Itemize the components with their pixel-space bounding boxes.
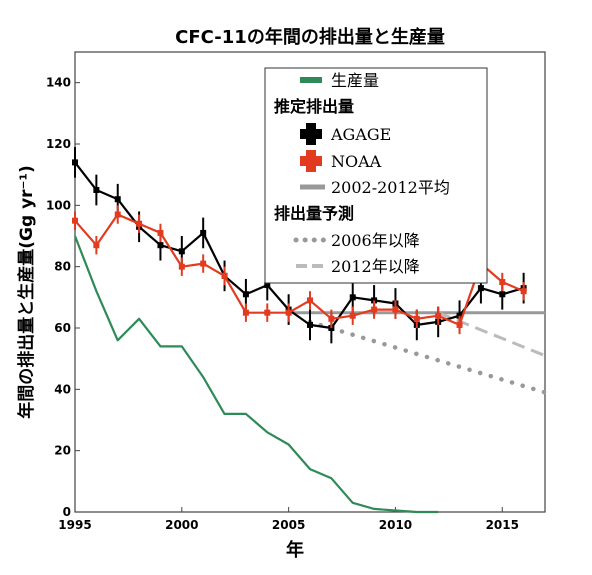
noaa-point [392, 306, 399, 313]
agage-point [307, 321, 313, 328]
x-axis-label: 年 [286, 539, 304, 561]
x-tick-label: 2000 [165, 518, 198, 532]
noaa-point [264, 309, 271, 316]
y-axis: 0 20 40 60 80 100 120 140 [46, 76, 80, 519]
y-axis-label: 年間の排出量と生産量(Gg yr⁻¹) [16, 165, 37, 418]
y-tick-label: 40 [54, 382, 71, 396]
projection-2012-line [437, 311, 546, 357]
y-tick-label: 60 [54, 321, 71, 335]
noaa-point [371, 306, 378, 313]
y-tick-label: 140 [46, 76, 71, 90]
noaa-point [178, 263, 185, 270]
noaa-point [200, 260, 207, 267]
noaa-point [242, 309, 249, 316]
noaa-point [349, 312, 356, 319]
noaa-point [435, 312, 442, 319]
x-axis: 1995 2000 2005 2010 2015 [58, 507, 519, 532]
y-tick-label: 80 [54, 260, 71, 274]
noaa-point [520, 288, 527, 295]
agage-point [178, 248, 185, 255]
noaa-point [157, 229, 164, 236]
agage-line [74, 161, 524, 330]
production-line-group [73, 235, 439, 514]
legend-noaa-label: NOAA [331, 152, 382, 171]
x-tick-label: 1995 [58, 518, 91, 532]
chart-title: CFC-11の年間の排出量と生産量 [175, 26, 445, 48]
noaa-point [328, 315, 335, 322]
y-tick-label: 120 [46, 137, 71, 151]
agage-point [264, 282, 271, 289]
x-tick-label: 2005 [272, 518, 305, 532]
agage-point [93, 187, 100, 193]
projection-2006-line [307, 319, 548, 395]
projection-2006-line-group [307, 319, 548, 395]
noaa-line [74, 213, 525, 326]
agage-point [349, 294, 356, 301]
legend-proj2006-label: 2006年以降 [331, 231, 420, 250]
noaa-point [307, 297, 313, 304]
x-tick-label: 2015 [486, 518, 519, 532]
legend: 生産量 推定排出量 AGAGE NOAA 2002-2012平均 排出量予測 2… [264, 67, 488, 284]
noaa-point [413, 315, 420, 322]
y-tick-label: 20 [54, 444, 71, 458]
noaa-line-group [72, 205, 527, 335]
agage-point [477, 285, 484, 292]
legend-agage-marker [300, 123, 322, 145]
legend-emissions-heading: 推定排出量 [274, 97, 354, 116]
production-line [73, 235, 439, 514]
legend-production-swatch [300, 77, 322, 83]
noaa-point [499, 279, 506, 285]
legend-average-label: 2002-2012平均 [331, 178, 450, 197]
agage-point [242, 291, 249, 298]
agage-point [114, 196, 121, 203]
projection-2012-line-group [437, 311, 546, 357]
agage-point [499, 291, 506, 298]
legend-agage-label: AGAGE [330, 125, 391, 144]
noaa-point [221, 272, 228, 279]
legend-projection-heading: 排出量予測 [274, 204, 354, 223]
legend-proj2012-label: 2012年以降 [331, 257, 420, 276]
agage-point [72, 159, 78, 166]
x-tick-label: 2010 [379, 518, 412, 532]
noaa-point [456, 321, 463, 328]
noaa-point [72, 217, 78, 224]
series-layer [72, 147, 548, 514]
legend-production-label: 生産量 [331, 71, 379, 90]
y-tick-label: 0 [63, 505, 71, 519]
noaa-point [285, 309, 292, 316]
noaa-point [93, 242, 100, 249]
legend-noaa-marker [300, 150, 322, 172]
y-tick-label: 100 [46, 198, 71, 212]
noaa-point [136, 220, 143, 227]
noaa-point [114, 211, 121, 218]
agage-point [200, 229, 207, 236]
agage-point [157, 242, 164, 249]
legend-box [264, 67, 488, 284]
plot-frame [74, 51, 546, 513]
